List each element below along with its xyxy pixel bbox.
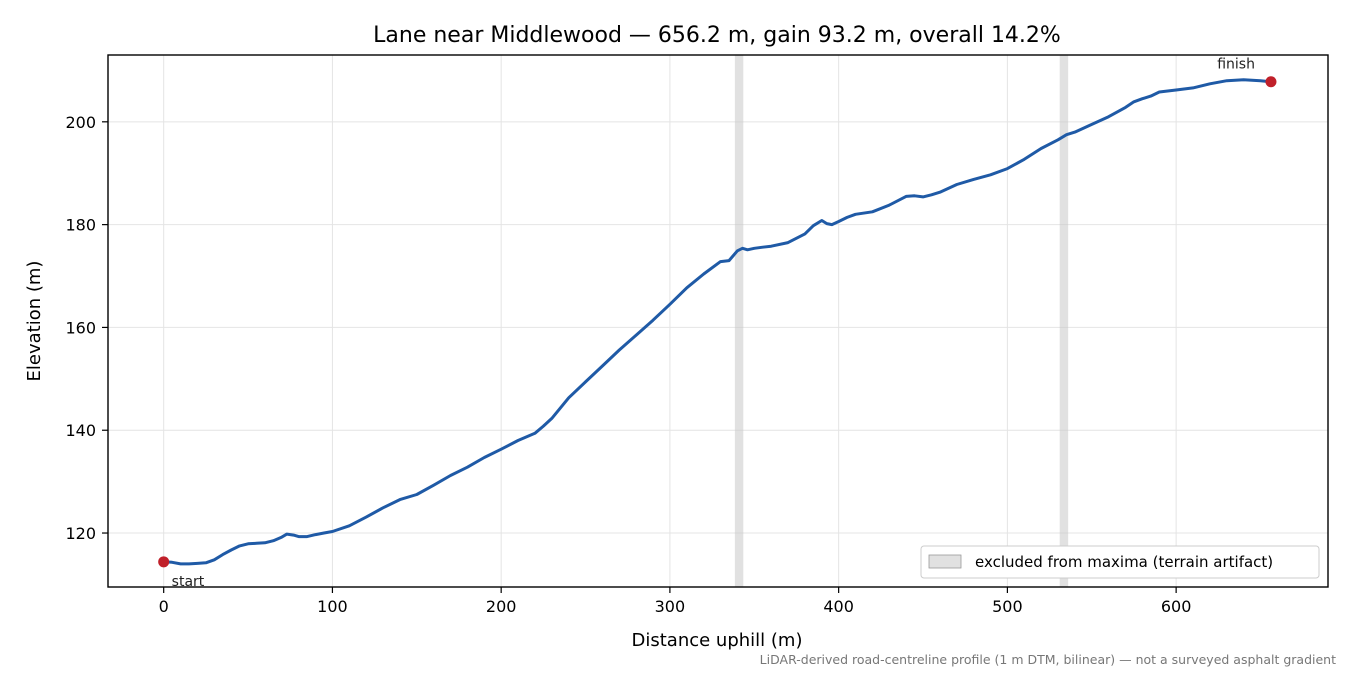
y-axis-ticks: 120 140 160 180 200 <box>65 113 108 543</box>
x-tick-label: 200 <box>486 597 517 616</box>
excluded-bands <box>734 55 1069 587</box>
x-axis-label: Distance uphill (m) <box>632 630 803 651</box>
y-tick-label: 140 <box>65 421 96 440</box>
x-tick-label: 600 <box>1161 597 1192 616</box>
x-tick-label: 500 <box>992 597 1023 616</box>
x-tick-label: 100 <box>317 597 348 616</box>
legend: excluded from maxima (terrain artifact) <box>920 545 1320 579</box>
x-tick-label: 300 <box>655 597 686 616</box>
y-tick-label: 120 <box>65 524 96 543</box>
start-label: start <box>172 574 205 590</box>
x-tick-label: 400 <box>823 597 854 616</box>
grid <box>108 55 1328 587</box>
x-axis-ticks: 0 100 200 300 400 500 600 <box>159 587 1192 616</box>
elevation-line <box>163 78 1271 566</box>
chart-caption: LiDAR-derived road-centreline profile (1… <box>760 652 1336 667</box>
finish-marker <box>1265 76 1277 88</box>
endpoint-markers: start finish <box>158 57 1277 590</box>
y-axis-label: Elevation (m) <box>24 261 45 382</box>
legend-label: excluded from maxima (terrain artifact) <box>975 553 1273 571</box>
chart-title: Lane near Middlewood — 656.2 m, gain 93.… <box>373 23 1061 48</box>
legend-box <box>920 545 1320 579</box>
start-marker <box>158 556 170 568</box>
legend-swatch <box>928 554 962 569</box>
excluded-band <box>734 55 744 587</box>
plot-frame <box>107 54 1329 588</box>
y-tick-label: 160 <box>65 318 96 337</box>
finish-label: finish <box>1217 57 1255 73</box>
y-tick-label: 180 <box>65 216 96 235</box>
excluded-band <box>1059 55 1069 587</box>
x-tick-label: 0 <box>159 597 169 616</box>
y-tick-label: 200 <box>65 113 96 132</box>
